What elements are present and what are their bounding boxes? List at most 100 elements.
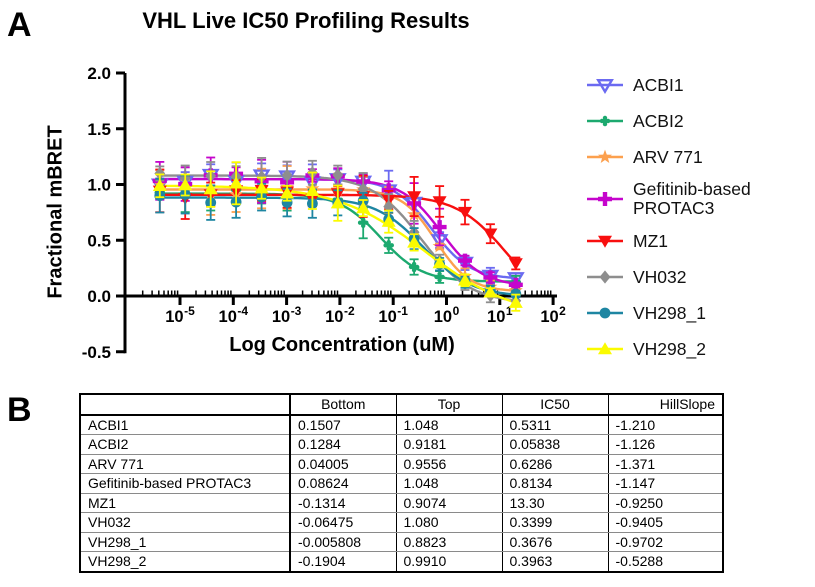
table-row: VH298_1 -0.005808 0.8823 0.3676 -0.9702	[79, 531, 724, 552]
value-cell: 0.1507	[289, 414, 397, 435]
legend-marker-icon	[587, 79, 623, 94]
value-cell: -0.9250	[607, 492, 724, 513]
legend-marker-icon	[587, 342, 623, 355]
value-cell: 0.9074	[395, 492, 503, 513]
table-row: ACBI2 0.1284 0.9181 0.05838 -1.126	[79, 434, 724, 455]
value-cell: 0.9556	[395, 453, 503, 474]
x-tick-label: 10-3	[272, 304, 302, 326]
value-cell: 1.080	[395, 512, 503, 533]
legend-marker-icon	[587, 235, 623, 248]
table-header-name	[79, 393, 291, 416]
table-header-ic50: IC50	[501, 393, 609, 416]
axes: -0.5 0.0 0.5 1.0 1.5 2.0 10-5 10-4 10-3 10-2 10-1 1…	[82, 64, 566, 362]
value-cell: -0.1904	[289, 551, 397, 572]
value-cell: 0.04005	[289, 453, 397, 474]
x-axis-title: Log Concentration (uM)	[229, 334, 455, 356]
x-tick-label: 102	[540, 304, 566, 326]
legend-marker-icon	[587, 115, 623, 127]
y-tick-label: 0.5	[87, 231, 111, 250]
x-tick-label: 10-5	[165, 304, 195, 326]
legend-label: MZ1	[633, 230, 668, 251]
table-row: ARV 771 0.04005 0.9556 0.6286 -1.371	[79, 453, 724, 474]
legend-label: VH298_2	[633, 338, 706, 359]
series-points-VH298-2	[152, 161, 523, 312]
value-cell: -0.06475	[289, 512, 397, 533]
legend-item: ACBI2	[586, 108, 751, 134]
panel-a-label: A	[7, 6, 32, 44]
value-cell: -1.126	[607, 434, 724, 455]
legend-marker-icon	[587, 192, 623, 206]
panel-b-label: B	[7, 391, 32, 429]
value-cell: -1.371	[607, 453, 724, 474]
value-cell: 1.048	[395, 473, 503, 494]
value-cell: 0.9910	[395, 551, 503, 572]
value-cell: -0.005808	[289, 531, 397, 552]
compound-name-cell: ACBI2	[79, 434, 291, 455]
legend-item: ACBI1	[586, 72, 751, 98]
value-cell: 0.5311	[501, 414, 609, 435]
legend-item: Gefitinib-based PROTAC3	[586, 180, 751, 218]
value-cell: 0.3399	[501, 512, 609, 533]
value-cell: -0.9702	[607, 531, 724, 552]
compound-name-cell: VH298_1	[79, 531, 291, 552]
legend-item: VH298_2	[586, 336, 751, 362]
value-cell: 0.3676	[501, 531, 609, 552]
y-tick-label: 1.0	[87, 176, 111, 195]
y-tick-label: 2.0	[87, 64, 111, 83]
value-cell: 0.1284	[289, 434, 397, 455]
table-header-bottom: Bottom	[289, 393, 397, 416]
legend-label: Gefitinib-based PROTAC3	[633, 179, 751, 218]
value-cell: -1.147	[607, 473, 724, 494]
value-cell: -0.9405	[607, 512, 724, 533]
value-cell: -0.1314	[289, 492, 397, 513]
compound-name-cell: ACBI1	[79, 414, 291, 435]
value-cell: -1.210	[607, 414, 724, 435]
legend-label: ACBI1	[633, 74, 684, 95]
compound-name-cell: Gefitinib-based PROTAC3	[79, 473, 291, 494]
legend-item: MZ1	[586, 228, 751, 254]
table-row: VH298_2 -0.1904 0.9910 0.3963 -0.5288	[79, 551, 724, 572]
value-cell: 1.048	[395, 414, 503, 435]
compound-name-cell: MZ1	[79, 492, 291, 513]
legend-label: ACBI2	[633, 110, 684, 131]
x-tick-label: 10-2	[325, 304, 355, 326]
chart-title: VHL Live IC50 Profiling Results	[142, 8, 470, 33]
table-header-top: Top	[395, 393, 503, 416]
table-row: VH032 -0.06475 1.080 0.3399 -0.9405	[79, 512, 724, 533]
table-row: MZ1 -0.1314 0.9074 13.30 -0.9250	[79, 492, 724, 513]
y-tick-label: 0.0	[87, 287, 111, 306]
y-tick-label: 1.5	[87, 120, 111, 139]
legend-label: VH032	[633, 266, 687, 287]
value-cell: 0.9181	[395, 434, 503, 455]
legend-marker-icon	[587, 149, 623, 163]
value-cell: 0.6286	[501, 453, 609, 474]
plot-legend: ACBI1 ACBI2 ARV 771 Gefitinib-based PROTAC3 M…	[586, 72, 751, 362]
value-cell: 0.8134	[501, 473, 609, 494]
value-cell: 0.08624	[289, 473, 397, 494]
legend-item: VH298_1	[586, 300, 751, 326]
fit-parameters-table: Bottom Top IC50 HillSlope ACBI1 0.1507 1.048 0…	[79, 393, 724, 573]
table-header-row: Bottom Top IC50 HillSlope	[79, 393, 724, 416]
legend-marker-icon	[587, 270, 623, 284]
panel-b: B Bottom Top IC50 HillSlope ACBI1 0.1507 1.04…	[0, 385, 815, 587]
y-tick-label: -0.5	[82, 343, 111, 362]
legend-label: VH298_1	[633, 302, 706, 323]
compound-name-cell: VH032	[79, 512, 291, 533]
compound-name-cell: ARV 771	[79, 453, 291, 474]
legend-label: ARV 771	[633, 146, 703, 167]
table-row: Gefitinib-based PROTAC3 0.08624 1.048 0.813…	[79, 473, 724, 494]
table-header-hillslope: HillSlope	[607, 393, 724, 416]
value-cell: 0.3963	[501, 551, 609, 572]
x-tick-label: 10-1	[378, 304, 408, 326]
x-tick-label: 10-4	[219, 304, 249, 326]
compound-name-cell: VH298_2	[79, 551, 291, 572]
legend-item: VH032	[586, 264, 751, 290]
value-cell: -0.5288	[607, 551, 724, 572]
table-row: ACBI1 0.1507 1.048 0.5311 -1.210	[79, 414, 724, 435]
value-cell: 0.05838	[501, 434, 609, 455]
value-cell: 13.30	[501, 492, 609, 513]
ic50-dose-response-plot: -0.5 0.0 0.5 1.0 1.5 2.0 10-5 10-4 10-3 10-2 10-1 1…	[82, 64, 566, 362]
x-tick-label: 101	[487, 304, 513, 326]
value-cell: 0.8823	[395, 531, 503, 552]
